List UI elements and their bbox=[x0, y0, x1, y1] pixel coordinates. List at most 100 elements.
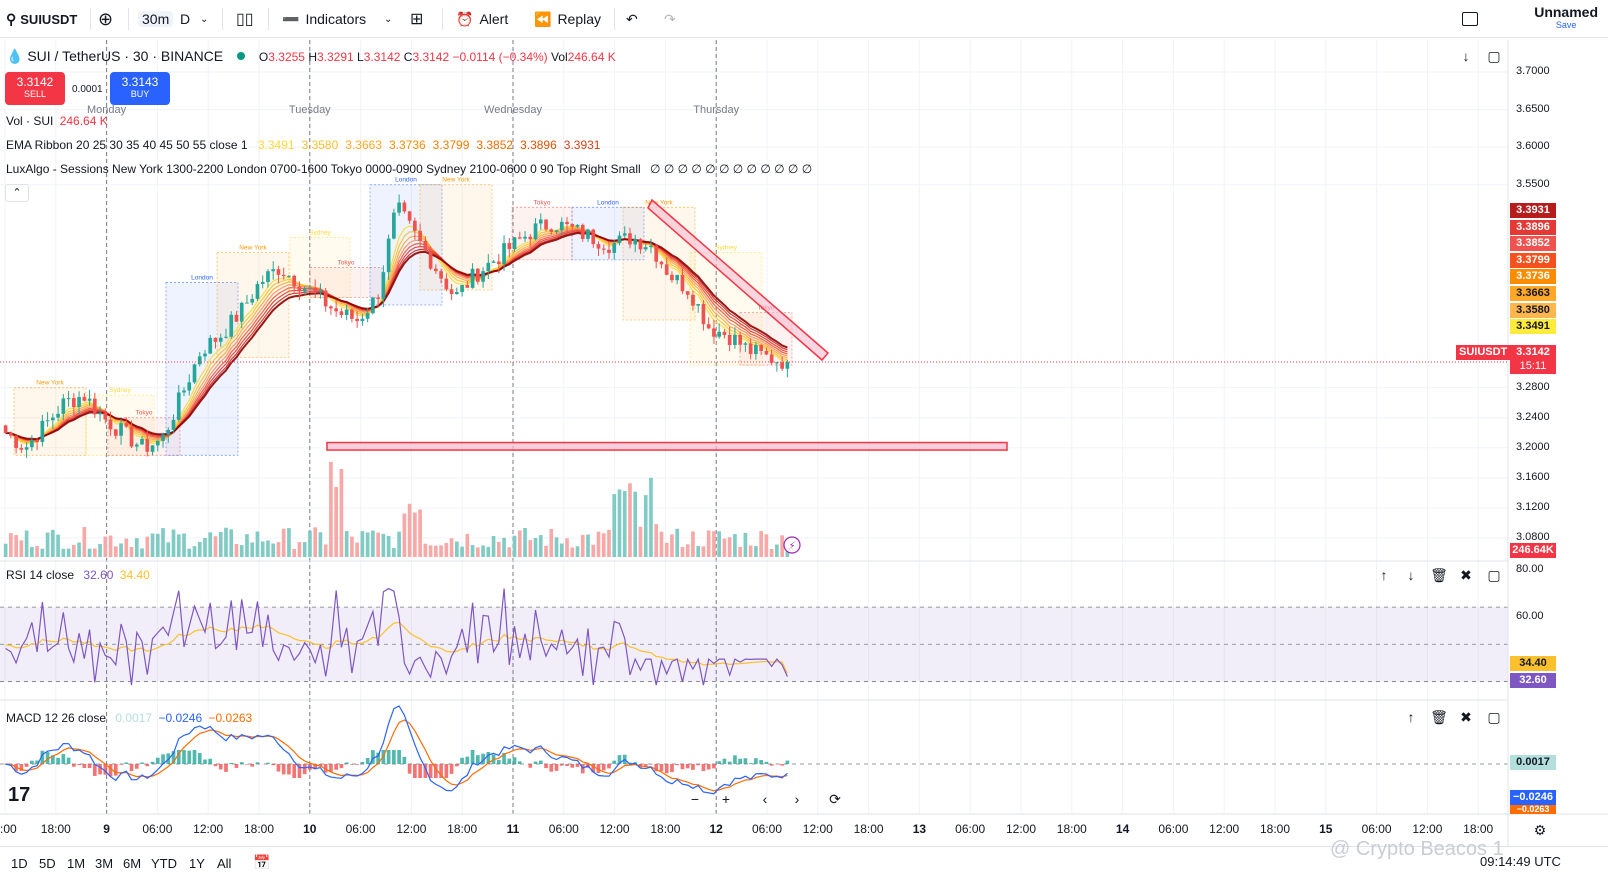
sell-button[interactable]: 3.3142 SELL bbox=[5, 72, 65, 105]
time-axis-label: 18:00 bbox=[1259, 822, 1291, 836]
candle-body bbox=[759, 344, 763, 351]
range-button-6m[interactable]: 6M bbox=[123, 856, 142, 871]
countdown-badge: 15:11 bbox=[1510, 359, 1556, 374]
scroll-right-button[interactable]: › bbox=[787, 789, 807, 809]
ema-legend-label: EMA Ribbon 20 25 30 35 40 45 50 55 close… bbox=[6, 138, 248, 152]
candle-body bbox=[129, 426, 134, 447]
pane-maximize-button[interactable]: ▢ bbox=[1484, 46, 1504, 66]
candle-body bbox=[134, 444, 139, 447]
scroll-left-button[interactable]: ‹ bbox=[755, 789, 775, 809]
clock[interactable]: 09:14:49 UTC bbox=[1480, 854, 1561, 869]
macd-histogram-bar bbox=[712, 764, 716, 769]
volume-bar bbox=[134, 538, 139, 557]
alert-button[interactable]: ⏰ Alert bbox=[456, 6, 508, 32]
ema-legend[interactable]: EMA Ribbon 20 25 30 35 40 45 50 55 close… bbox=[6, 138, 600, 152]
indicators-dropdown[interactable]: ⌄ bbox=[384, 6, 392, 32]
macd-delete-button[interactable]: 🗑 bbox=[1429, 707, 1449, 727]
macd-collapse-button[interactable]: ✖ bbox=[1456, 707, 1476, 727]
layout-name[interactable]: Unnamed Save bbox=[1534, 4, 1598, 30]
symbol-search[interactable]: ⚲ SUIUSDT bbox=[0, 6, 88, 32]
volume-bar bbox=[607, 529, 611, 557]
macd-line bbox=[5, 705, 788, 795]
volume-bar bbox=[129, 546, 134, 557]
volume-bar bbox=[717, 531, 722, 557]
session-label: New York bbox=[36, 380, 64, 387]
rsi-legend-value: 32.60 bbox=[83, 568, 114, 582]
reset-icon: ⟳ bbox=[829, 791, 841, 807]
candle-body bbox=[434, 268, 438, 272]
candle-body bbox=[575, 224, 580, 227]
rsi-legend[interactable]: RSI 14 close 32.60 34.40 bbox=[6, 568, 150, 582]
compare-button[interactable]: ⊕ bbox=[98, 6, 113, 32]
lightning-icon bbox=[783, 536, 801, 554]
volume-bar bbox=[360, 531, 365, 557]
chart-title: SUI / TetherUS · 30 · BINANCE bbox=[27, 48, 224, 64]
chart-type-button[interactable]: ▯▯ bbox=[236, 6, 254, 32]
time-axis-label: 12:00 bbox=[1412, 822, 1443, 836]
macd-legend[interactable]: MACD 12 26 close 0.0017 −0.0246 −0.0263 bbox=[6, 711, 252, 725]
rsi-move-up-button[interactable]: ↑ bbox=[1374, 565, 1394, 585]
macd-histogram-bar bbox=[727, 761, 732, 764]
candle-body bbox=[161, 434, 165, 441]
rsi-delete-button[interactable]: 🗑 bbox=[1429, 565, 1449, 585]
layouts-button[interactable]: ⊞ bbox=[410, 6, 423, 32]
volume-bar bbox=[308, 530, 312, 557]
macd-histogram-bar bbox=[292, 764, 297, 778]
candle-body bbox=[486, 262, 491, 272]
macd-histogram-bar bbox=[612, 760, 617, 764]
macd-move-up-button[interactable]: ↑ bbox=[1401, 707, 1421, 727]
volume-bar bbox=[680, 546, 685, 557]
indicators-button[interactable]: ➖ Indicators bbox=[282, 6, 366, 32]
candle-body bbox=[601, 248, 606, 250]
volume-bar bbox=[71, 544, 76, 557]
macd-histogram-bar bbox=[35, 760, 39, 764]
volume-bar bbox=[570, 547, 575, 557]
volume-legend[interactable]: Vol · SUI 246.64 K bbox=[6, 114, 108, 128]
plus-icon: + bbox=[721, 791, 731, 807]
date-range-picker-button[interactable]: 📅 bbox=[252, 852, 272, 872]
volume-bar bbox=[313, 527, 318, 557]
redo-icon: ↷ bbox=[664, 10, 676, 27]
reset-chart-button[interactable]: ⟳ bbox=[825, 789, 845, 809]
fullscreen-toggle[interactable] bbox=[1462, 6, 1478, 32]
chart-settings-button[interactable]: ⚙ bbox=[1530, 820, 1550, 840]
arrow-down-icon: ↓ bbox=[1407, 567, 1415, 583]
candle-body bbox=[717, 331, 722, 337]
range-button-5d[interactable]: 5D bbox=[39, 856, 56, 871]
rsi-maximize-button[interactable]: ▢ bbox=[1484, 565, 1504, 585]
interval-d-button[interactable]: D bbox=[180, 6, 190, 32]
macd-histogram-bar bbox=[255, 762, 260, 764]
macd-maximize-button[interactable]: ▢ bbox=[1484, 707, 1504, 727]
range-button-ytd[interactable]: YTD bbox=[151, 856, 177, 871]
rsi-move-down-button[interactable]: ↓ bbox=[1401, 565, 1421, 585]
volume-bar bbox=[40, 548, 45, 557]
macd-histogram-bar bbox=[607, 764, 611, 769]
zoom-in-button[interactable]: + bbox=[716, 789, 736, 809]
collapse-legend-button[interactable]: ⌃ bbox=[5, 184, 29, 202]
candle-body bbox=[234, 314, 239, 322]
interval-dropdown[interactable]: ⌄ bbox=[200, 6, 208, 32]
rsi-collapse-button[interactable]: ✖ bbox=[1456, 565, 1476, 585]
range-button-all[interactable]: All bbox=[217, 856, 232, 871]
replay-button[interactable]: ⏪ Replay bbox=[534, 6, 601, 32]
range-button-1d[interactable]: 1D bbox=[11, 856, 28, 871]
grid-lines bbox=[0, 40, 1508, 814]
undo-button[interactable]: ↶ bbox=[626, 6, 638, 32]
range-button-3m[interactable]: 3M bbox=[95, 856, 114, 871]
scroll-down-button[interactable]: ↓ bbox=[1456, 46, 1476, 66]
range-button-1m[interactable]: 1M bbox=[67, 856, 86, 871]
zoom-out-button[interactable]: − bbox=[685, 789, 705, 809]
range-button-1y[interactable]: 1Y bbox=[189, 856, 205, 871]
macd-histogram-bar bbox=[544, 764, 548, 769]
candle-body bbox=[465, 285, 470, 288]
volume-bar bbox=[434, 545, 438, 557]
redo-button[interactable]: ↷ bbox=[664, 6, 676, 32]
chart-canvas[interactable]: New York Sydney Tokyo London New York Sydney T… bbox=[0, 0, 1608, 846]
buy-button[interactable]: 3.3143 BUY bbox=[110, 72, 170, 105]
interval-30m-button[interactable]: 30m bbox=[138, 6, 174, 32]
macd-histogram-bar bbox=[659, 764, 664, 772]
luxalgo-legend[interactable]: LuxAlgo - Sessions New York 1300-2200 Lo… bbox=[6, 162, 812, 176]
volume-bar bbox=[428, 545, 433, 557]
macd-histogram-bar bbox=[119, 764, 123, 765]
macd-histogram-bar bbox=[313, 764, 318, 770]
